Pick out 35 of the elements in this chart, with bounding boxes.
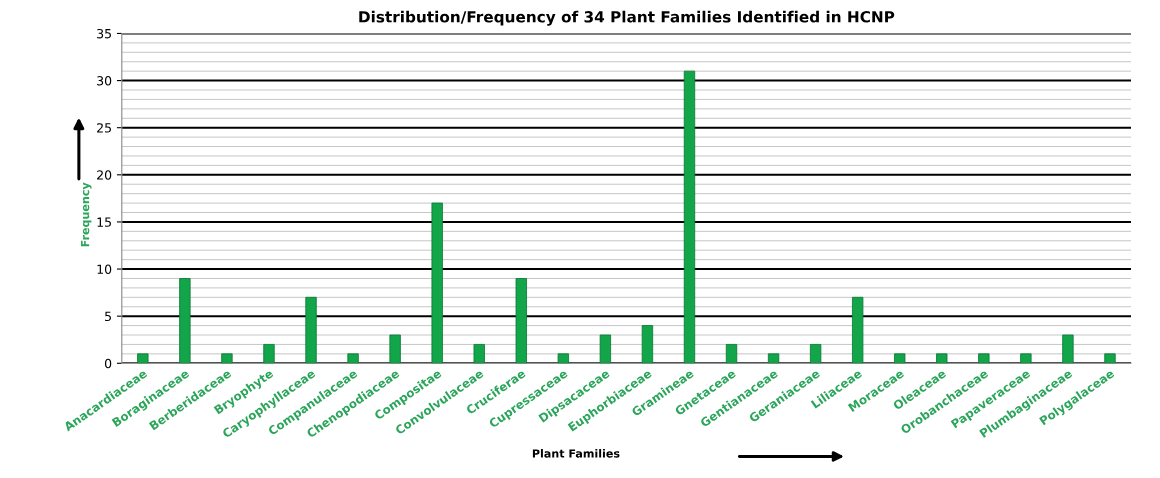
bar — [599, 334, 612, 364]
bar — [767, 353, 780, 364]
y-tick-label: 25 — [97, 123, 111, 133]
x-axis-title: Plant Families — [532, 449, 620, 458]
chart-title: Distribution/Frequency of 34 Plant Families Identified in HCNP — [359, 10, 895, 26]
y-tick-label: 15 — [97, 217, 111, 227]
bar — [515, 278, 527, 364]
y-tick-label: 35 — [97, 28, 111, 39]
bar — [1104, 353, 1116, 364]
bar — [179, 278, 191, 364]
y-axis-title: Frequency — [81, 182, 92, 247]
bar — [809, 344, 822, 364]
bar — [978, 353, 990, 364]
bar — [305, 296, 317, 364]
bar — [389, 334, 401, 364]
bar — [431, 202, 443, 364]
bar — [347, 353, 359, 364]
y-tick-label: 10 — [97, 264, 112, 274]
y-tick-label: 5 — [105, 311, 111, 322]
bar — [221, 353, 233, 364]
bar — [137, 353, 149, 364]
bar — [894, 353, 906, 364]
bar — [852, 296, 864, 364]
bar — [473, 344, 485, 364]
bar — [557, 353, 569, 364]
bar — [725, 344, 738, 364]
bar — [1020, 353, 1032, 364]
bar — [683, 70, 696, 364]
y-tick-label: 0 — [104, 358, 112, 369]
bar — [1062, 334, 1074, 364]
y-tick-label: 30 — [97, 76, 112, 86]
bar — [936, 353, 948, 364]
bar — [263, 344, 275, 364]
bar — [641, 325, 654, 364]
y-tick-label: 20 — [97, 170, 112, 180]
